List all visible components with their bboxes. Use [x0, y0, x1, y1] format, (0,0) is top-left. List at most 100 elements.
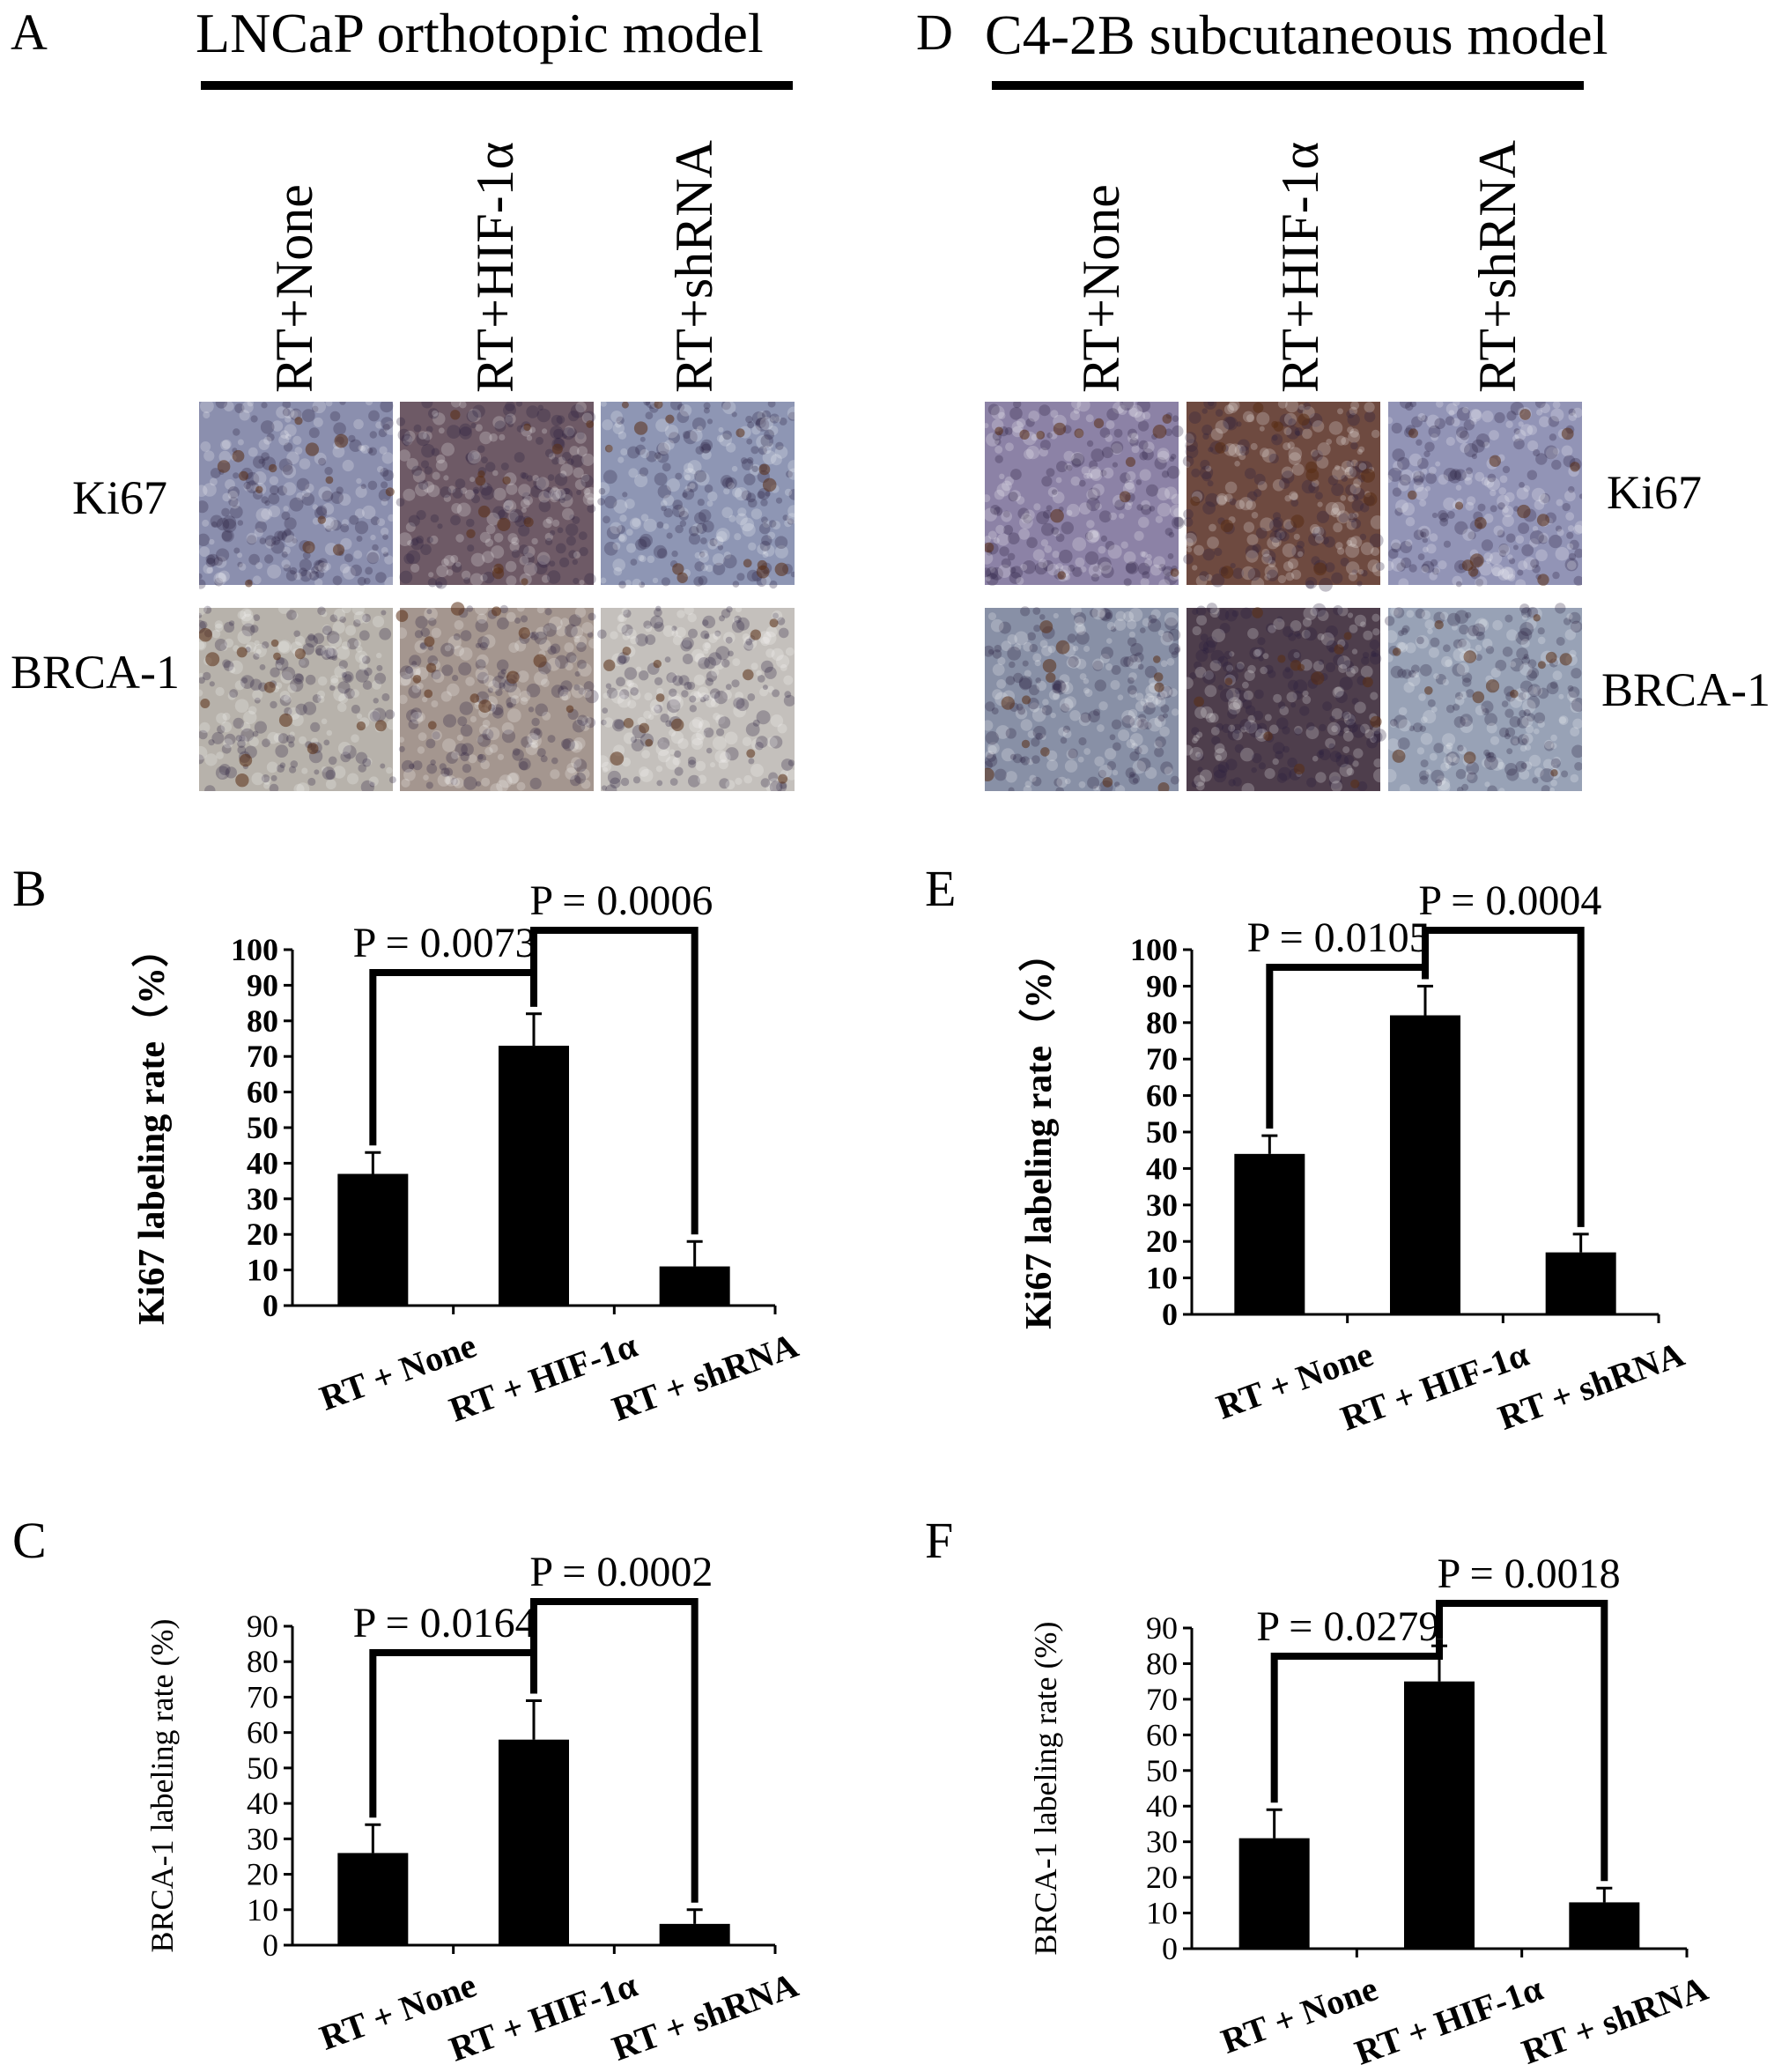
y-tick-label: 50 [1146, 1753, 1178, 1788]
bar-3 [1569, 1902, 1640, 1949]
y-tick-label: 70 [1146, 1682, 1178, 1717]
y-tick-label: 30 [1146, 1188, 1178, 1223]
p-value-label-1: P = 0.0164 [353, 1600, 536, 1646]
p-value-label-1: P = 0.0279 [1256, 1603, 1439, 1650]
bar-3 [1545, 1252, 1616, 1314]
y-tick-label: 50 [1146, 1114, 1178, 1150]
ihc-tile-ki67-2 [1181, 402, 1386, 592]
y-tick-label: 40 [1146, 1151, 1178, 1186]
y-axis-label: Ki67 labeling rate（%） [1018, 935, 1060, 1329]
left-col-label-3: RT+shRNA [665, 140, 723, 393]
bar-3 [659, 1923, 730, 1945]
ihc-tile-brca-1-3 [596, 604, 795, 791]
chart-e-ki67-c42b: Ki67 labeling rate（%） 0102030405060708090… [1018, 877, 1689, 1439]
significance-bracket-2 [530, 927, 699, 1235]
y-tick-label: 40 [247, 1786, 278, 1821]
y-tick-label: 80 [247, 1644, 278, 1679]
bar-3 [659, 1266, 730, 1306]
y-tick-label: 0 [1162, 1931, 1178, 1966]
y-axis-label: BRCA-1 labeling rate (%) [1028, 1622, 1063, 1956]
panel-letter-c: C [12, 1512, 47, 1569]
x-tick-label-3: RT + shRNA [1517, 1968, 1713, 2072]
y-tick-label: 0 [262, 1928, 278, 1963]
left-row-label-ki67: Ki67 [72, 471, 167, 524]
significance-bracket-2 [1436, 1600, 1608, 1882]
x-tick-label-3: RT + shRNA [607, 1325, 803, 1429]
x-tick-label-2: RT + HIF-1α [444, 1325, 642, 1430]
bar-1 [1234, 1153, 1305, 1314]
chart-c-brca1-lncap: BRCA-1 labeling rate (%) 0102030405060708… [144, 1549, 803, 2069]
right-row-label-brca1: BRCA-1 [1601, 663, 1771, 716]
p-value-label-2: P = 0.0006 [529, 877, 713, 924]
ihc-tile-ki67-3 [1384, 402, 1582, 590]
chart-f-brca1-c42b: BRCA-1 labeling rate (%) 0102030405060708… [1028, 1550, 1713, 2072]
p-value-label-2: P = 0.0004 [1418, 877, 1601, 924]
y-axis-label: Ki67 labeling rate（%） [131, 930, 173, 1325]
left-col-label-2: RT+HIF-1α [466, 142, 524, 393]
y-tick-label: 20 [1146, 1860, 1178, 1895]
y-tick-label: 70 [1146, 1041, 1178, 1077]
right-col-label-3: RT+shRNA [1468, 140, 1527, 393]
y-tick-label: 50 [247, 1750, 278, 1786]
left-title-rule [201, 81, 793, 90]
right-col-label-2: RT+HIF-1α [1271, 142, 1329, 393]
p-value-label-2: P = 0.0002 [529, 1549, 713, 1595]
y-tick-label: 60 [1146, 1717, 1178, 1752]
right-ihc-image-grid [985, 402, 1582, 791]
y-axis-label: BRCA-1 labeling rate (%) [144, 1619, 180, 1953]
panel-letter-b: B [12, 860, 47, 917]
bar-2 [1404, 1681, 1475, 1949]
x-tick-label-2: RT + HIF-1α [444, 1965, 642, 2069]
ihc-tile-brca-1-1 [199, 602, 398, 791]
ihc-tile-brca-1-2 [396, 601, 599, 791]
bar-1 [337, 1173, 409, 1306]
y-tick-label: 100 [231, 932, 278, 967]
y-tick-label: 30 [247, 1821, 278, 1856]
ihc-tile-ki67-1 [985, 402, 1185, 591]
y-tick-label: 70 [247, 1039, 278, 1074]
y-tick-label: 0 [262, 1288, 278, 1323]
p-value-label-1: P = 0.0073 [353, 920, 536, 966]
significance-bracket-1 [1270, 1639, 1443, 1803]
panel-letter-e: E [925, 860, 957, 917]
right-title-rule [992, 81, 1584, 90]
ihc-tile-brca-1-1 [985, 604, 1181, 791]
p-value-label-1: P = 0.0105 [1247, 914, 1430, 961]
y-tick-label: 20 [247, 1857, 278, 1892]
y-tick-label: 90 [1146, 1610, 1178, 1646]
right-model-title: C4-2B subcutaneous model [985, 4, 1608, 66]
bar-2 [1390, 1015, 1460, 1314]
bar-2 [499, 1739, 569, 1945]
ihc-tile-brca-1-2 [1181, 603, 1387, 791]
y-tick-label: 80 [1146, 1005, 1178, 1040]
panel-letter-a: A [11, 4, 48, 61]
y-tick-label: 60 [1146, 1078, 1178, 1114]
significance-bracket-2 [1422, 927, 1585, 1227]
y-tick-label: 70 [247, 1679, 278, 1714]
x-tick-label-3: RT + shRNA [607, 1965, 803, 2068]
right-col-label-1: RT+None [1072, 184, 1130, 393]
x-tick-label-2: RT + HIF-1α [1349, 1968, 1548, 2072]
chart-b-ki67-lncap: Ki67 labeling rate（%） 0102030405060708090… [131, 877, 803, 1430]
y-tick-label: 90 [1146, 968, 1178, 1003]
y-tick-label: 10 [1146, 1261, 1178, 1296]
bar-1 [1238, 1838, 1310, 1949]
y-tick-label: 40 [247, 1145, 278, 1180]
left-model-title: LNCaP orthotopic model [196, 2, 764, 64]
y-tick-label: 40 [1146, 1788, 1178, 1824]
ihc-tile-ki67-1 [199, 402, 398, 590]
significance-bracket-2 [530, 1598, 699, 1903]
bar-1 [337, 1853, 409, 1945]
y-tick-label: 90 [247, 967, 278, 1003]
y-tick-label: 60 [247, 1075, 278, 1110]
left-ihc-image-grid [199, 402, 795, 791]
y-tick-label: 20 [1146, 1224, 1178, 1259]
y-tick-label: 10 [1146, 1896, 1178, 1931]
ihc-tile-ki67-3 [595, 402, 795, 589]
y-tick-label: 10 [247, 1253, 278, 1288]
left-row-label-brca1: BRCA-1 [11, 646, 181, 699]
y-tick-label: 80 [1146, 1646, 1178, 1681]
bar-2 [499, 1046, 569, 1306]
y-tick-label: 30 [1146, 1824, 1178, 1860]
p-value-label-2: P = 0.0018 [1438, 1550, 1621, 1597]
